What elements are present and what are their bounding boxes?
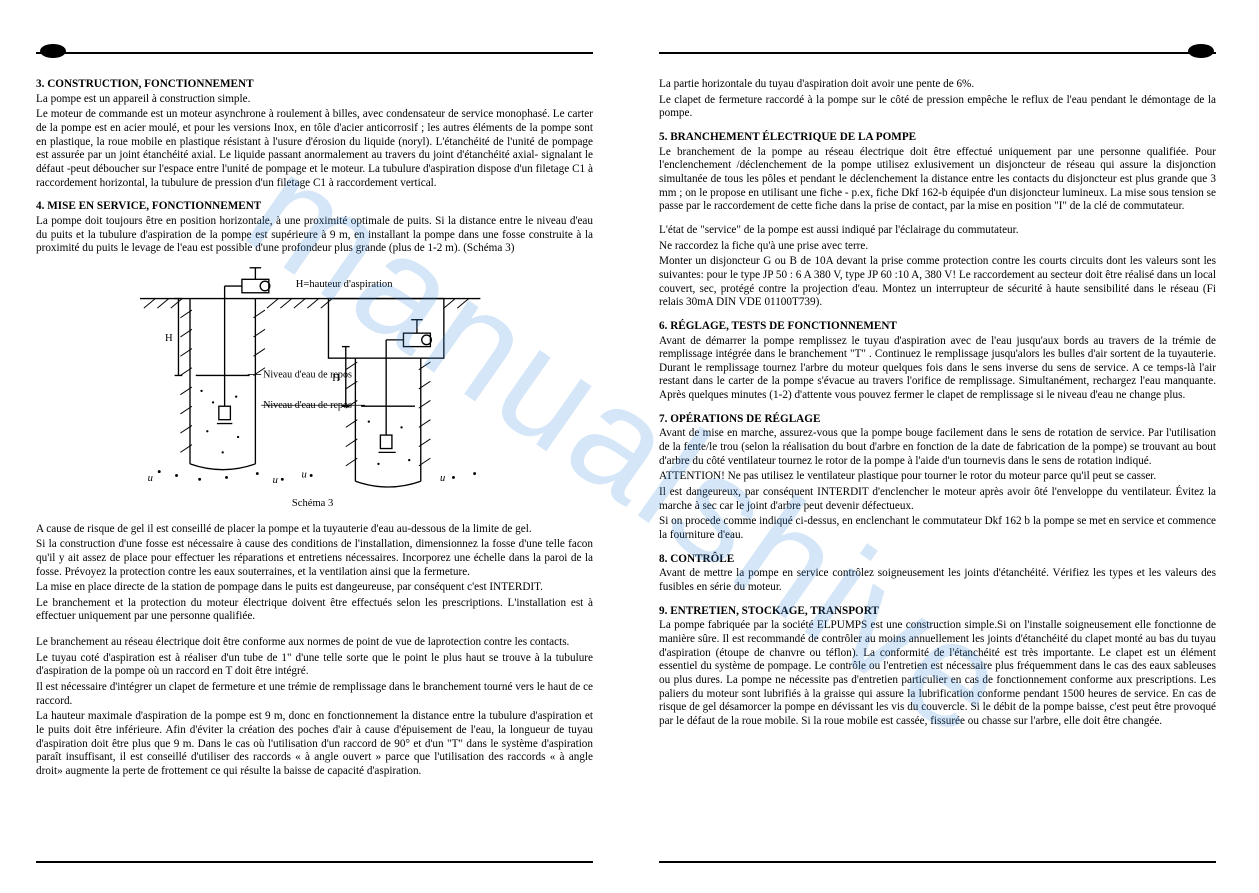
cont-p2: Le clapet de fermeture raccordé à la pom…	[659, 94, 1216, 121]
section-5-p3: Ne raccordez la fiche qu'à une prise ave…	[659, 240, 1216, 254]
section-4-p9: La hauteur maximale d'aspiration de la p…	[36, 710, 593, 778]
section-4-p7: Le tuyau coté d'aspiration est à réalise…	[36, 652, 593, 679]
section-5-p4: Monter un disjoncteur G ou B de 10A deva…	[659, 255, 1216, 310]
section-5-p2: L'état de "service" de la pompe est auss…	[659, 224, 1216, 238]
section-8-title: 8. CONTRÔLE	[659, 553, 1216, 567]
section-3-p1: La pompe est un appareil à construction …	[36, 93, 593, 107]
left-content: 3. CONSTRUCTION, FONCTIONNEMENT La pompe…	[36, 78, 593, 847]
schema-3-diagram: H	[125, 262, 505, 517]
binding-dot-icon	[40, 44, 66, 58]
svg-text:u: u	[440, 473, 445, 484]
section-4-p4: La mise en place directe de la station d…	[36, 581, 593, 595]
section-4-title: 4. MISE EN SERVICE, FONCTIONNEMENT	[36, 200, 593, 214]
section-8-p1: Avant de mettre la pompe en service cont…	[659, 567, 1216, 594]
top-rule	[659, 52, 1216, 54]
section-9-title: 9. ENTRETIEN, STOCKAGE, TRANSPORT	[659, 605, 1216, 619]
section-3-title: 3. CONSTRUCTION, FONCTIONNEMENT	[36, 78, 593, 92]
section-9-p1: La pompe fabriquée par la société ELPUMP…	[659, 619, 1216, 728]
svg-text:u: u	[147, 473, 152, 484]
section-5-title: 5. BRANCHEMENT ÉLECTRIQUE DE LA POMPE	[659, 131, 1216, 145]
cont-p1: La partie horizontale du tuyau d'aspirat…	[659, 78, 1216, 92]
bottom-rule	[659, 861, 1216, 863]
document-spread: 3. CONSTRUCTION, FONCTIONNEMENT La pompe…	[0, 0, 1259, 893]
section-3-p2: Le moteur de commande est un moteur asyn…	[36, 108, 593, 190]
svg-text:u: u	[272, 475, 277, 486]
section-4-p3: Si la construction d'une fosse est néces…	[36, 538, 593, 579]
bottom-rule	[36, 861, 593, 863]
diagram-h-label: H=hauteur d'aspiration	[295, 279, 392, 290]
section-7-title: 7. OPÉRATIONS DE RÉGLAGE	[659, 413, 1216, 427]
page-left: 3. CONSTRUCTION, FONCTIONNEMENT La pompe…	[0, 0, 629, 893]
section-4-p2: A cause de risque de gel il est conseill…	[36, 523, 593, 537]
section-4-p5: Le branchement et la protection du moteu…	[36, 597, 593, 624]
section-7-p2: ATTENTION! Ne pas utilisez le ventilateu…	[659, 470, 1216, 484]
top-rule	[36, 52, 593, 54]
section-4-p1: La pompe doit toujours être en position …	[36, 215, 593, 256]
section-7-p4: Si on procede comme indiqué ci-dessus, e…	[659, 515, 1216, 542]
schema-3-svg: H	[125, 262, 505, 512]
section-7-p3: Il est dangeureux, par conséquent INTERD…	[659, 486, 1216, 513]
diagram-level-2: Niveau d'eau de repos	[263, 400, 352, 411]
section-6-p1: Avant de démarrer la pompe remplissez le…	[659, 335, 1216, 403]
section-6-title: 6. RÉGLAGE, TESTS DE FONCTIONNEMENT	[659, 320, 1216, 334]
section-5-p1: Le branchement de la pompe au réseau éle…	[659, 146, 1216, 214]
section-4-p6: Le branchement au réseau électrique doit…	[36, 636, 593, 650]
binding-dot-icon	[1188, 44, 1214, 58]
svg-text:u: u	[301, 469, 306, 480]
diagram-H-1: H	[165, 333, 173, 344]
section-7-p1: Avant de mise en marche, assurez-vous qu…	[659, 427, 1216, 468]
right-content: La partie horizontale du tuyau d'aspirat…	[659, 78, 1216, 847]
diagram-caption: Schéma 3	[291, 498, 332, 509]
page-right: La partie horizontale du tuyau d'aspirat…	[629, 0, 1258, 893]
section-4-p8: Il est nécessaire d'intégrer un clapet d…	[36, 681, 593, 708]
diagram-level-1: Niveau d'eau de repos	[263, 369, 352, 380]
